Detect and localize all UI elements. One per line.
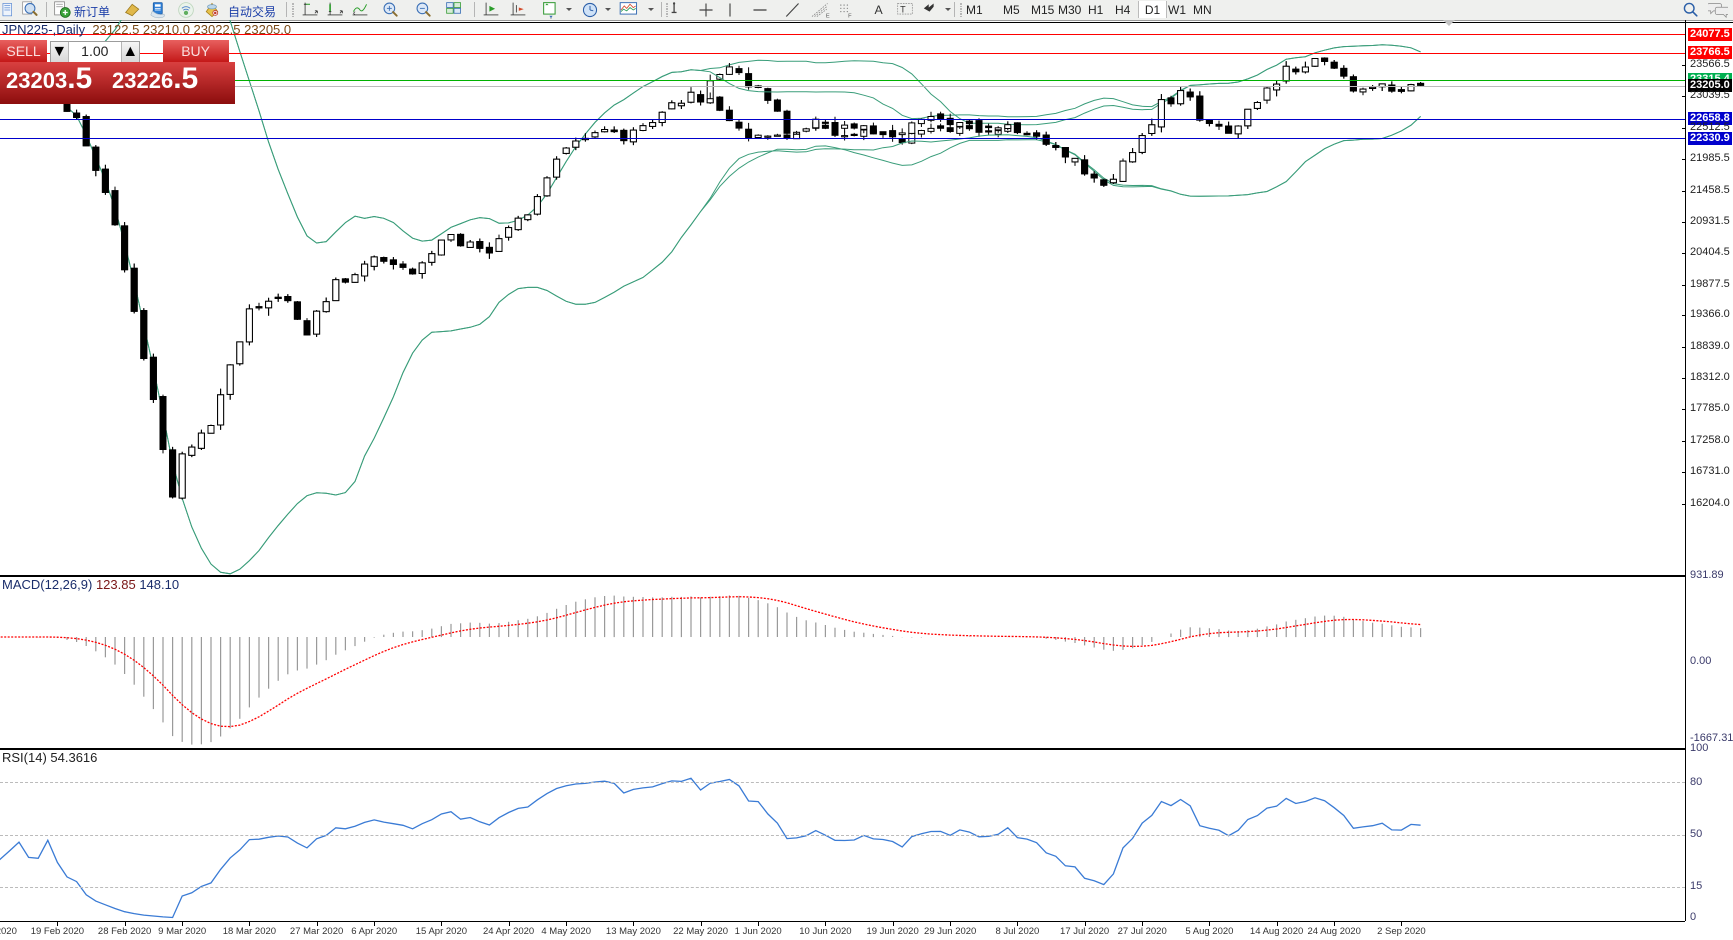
svg-text:T: T xyxy=(900,4,906,14)
svg-text:A: A xyxy=(874,3,883,17)
svg-text:F: F xyxy=(848,13,852,19)
svg-text:E: E xyxy=(826,13,830,19)
